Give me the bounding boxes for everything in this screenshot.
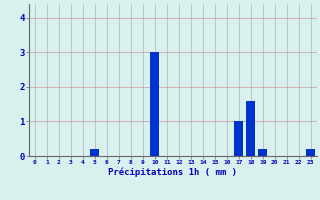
Bar	[258, 149, 267, 156]
Bar	[150, 52, 159, 156]
Bar	[234, 121, 243, 156]
Bar	[306, 149, 315, 156]
Bar	[246, 101, 255, 156]
X-axis label: Précipitations 1h ( mm ): Précipitations 1h ( mm )	[108, 168, 237, 177]
Bar	[90, 149, 99, 156]
